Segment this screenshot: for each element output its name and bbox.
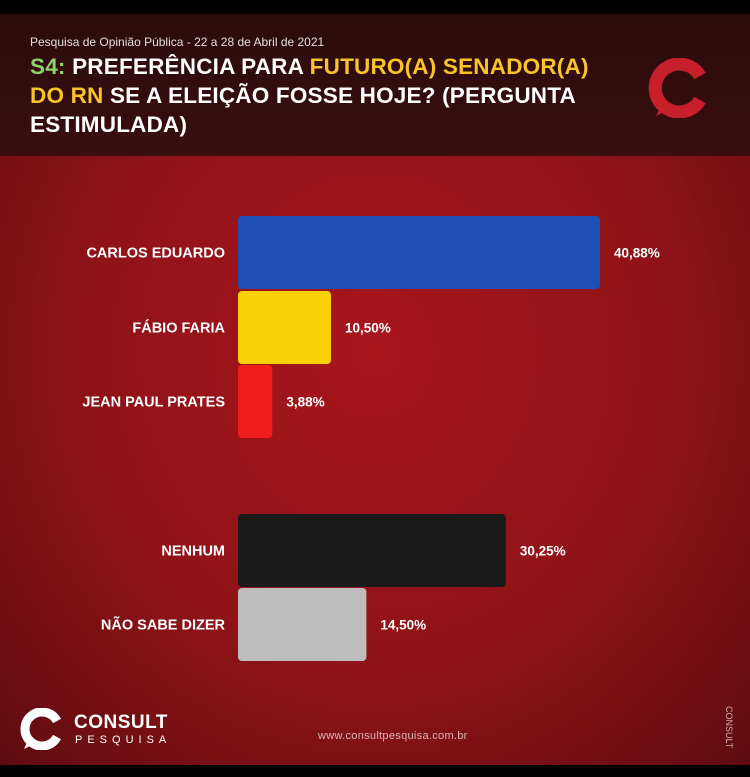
bar-chart: CARLOS EDUARDO 40,88% FÁBIO FARIA 10,50% JEA… [82,216,660,661]
header-band: Pesquisa de Opinião Pública - 22 a 28 de… [0,14,750,156]
bar-1 [238,216,600,289]
brand-name: CONSULT [74,712,168,733]
value-label: 30,25% [520,544,566,559]
survey-subtitle: Pesquisa de Opinião Pública - 22 a 28 de… [30,35,325,49]
question-code: S4: [30,54,66,79]
category-label: JEAN PAUL PRATES [82,395,225,411]
category-label: NÃO SABE DIZER [101,616,226,634]
website-link[interactable]: www.consultpesquisa.com.br [318,730,468,742]
category-label: CARLOS EDUARDO [86,246,225,262]
title-text-1: PREFERÊNCIA PARA [65,54,310,79]
bar-5 [238,588,367,661]
value-label: 10,50% [345,321,391,336]
bar-4 [238,514,506,587]
poll-card: Pesquisa de Opinião Pública - 22 a 28 de… [0,14,750,765]
title-text-2: SE A ELEIÇÃO FOSSE HOJE? (PERGUNTA ESTIM… [30,83,576,137]
chart-title: S4: PREFERÊNCIA PARA FUTURO(A) SENADOR(A… [30,52,590,139]
title-highlight: FUTURO(A) SENADOR(A) DO RN [30,54,589,108]
consult-logo-icon [648,58,706,118]
consult-logo-icon [20,708,61,750]
bar-3 [238,365,273,438]
value-label: 3,88% [286,395,324,410]
category-label: NENHUM [161,544,225,560]
watermark-signature: CONSULT [724,706,734,749]
value-label: 40,88% [614,246,660,261]
bar-2 [238,291,331,364]
value-label: 14,50% [380,618,426,633]
category-label: FÁBIO FARIA [132,320,225,337]
brand-subtitle: PESQUISA [75,734,172,746]
